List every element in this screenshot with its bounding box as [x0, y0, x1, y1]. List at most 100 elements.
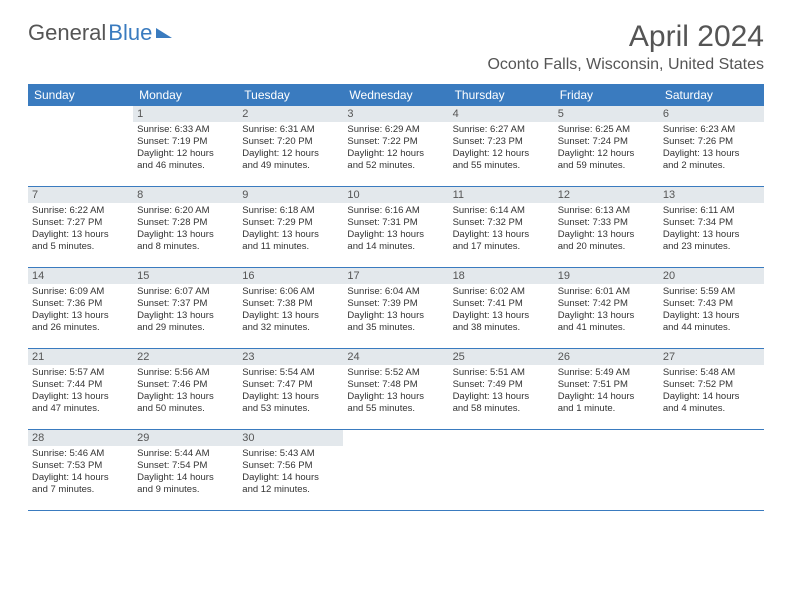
sunset-text: Sunset: 7:28 PM: [137, 217, 234, 229]
sunrise-text: Sunrise: 6:23 AM: [663, 124, 760, 136]
calendar: Sunday Monday Tuesday Wednesday Thursday…: [28, 84, 764, 511]
calendar-cell: [343, 430, 448, 510]
daylight2-text: and 2 minutes.: [663, 160, 760, 172]
daylight2-text: and 20 minutes.: [558, 241, 655, 253]
brand-part2: Blue: [108, 20, 152, 46]
calendar-cell: 6Sunrise: 6:23 AMSunset: 7:26 PMDaylight…: [659, 106, 764, 186]
calendar-cell: 9Sunrise: 6:18 AMSunset: 7:29 PMDaylight…: [238, 187, 343, 267]
day-number: 12: [554, 187, 659, 203]
daylight1-text: Daylight: 13 hours: [242, 391, 339, 403]
daylight1-text: Daylight: 12 hours: [558, 148, 655, 160]
daylight2-text: and 41 minutes.: [558, 322, 655, 334]
sunrise-text: Sunrise: 6:33 AM: [137, 124, 234, 136]
brand-logo: GeneralBlue: [28, 20, 172, 46]
sunset-text: Sunset: 7:39 PM: [347, 298, 444, 310]
calendar-cell: 3Sunrise: 6:29 AMSunset: 7:22 PMDaylight…: [343, 106, 448, 186]
calendar-cell: 11Sunrise: 6:14 AMSunset: 7:32 PMDayligh…: [449, 187, 554, 267]
header-thursday: Thursday: [449, 84, 554, 106]
sunset-text: Sunset: 7:34 PM: [663, 217, 760, 229]
day-number: 4: [449, 106, 554, 122]
daylight1-text: Daylight: 14 hours: [242, 472, 339, 484]
calendar-cell: 4Sunrise: 6:27 AMSunset: 7:23 PMDaylight…: [449, 106, 554, 186]
sunrise-text: Sunrise: 5:49 AM: [558, 367, 655, 379]
sunset-text: Sunset: 7:52 PM: [663, 379, 760, 391]
day-number: 17: [343, 268, 448, 284]
daylight1-text: Daylight: 14 hours: [663, 391, 760, 403]
topbar: GeneralBlue April 2024 Oconto Falls, Wis…: [28, 20, 764, 74]
day-number: 23: [238, 349, 343, 365]
calendar-week: 7Sunrise: 6:22 AMSunset: 7:27 PMDaylight…: [28, 187, 764, 268]
daylight2-text: and 29 minutes.: [137, 322, 234, 334]
daylight2-text: and 9 minutes.: [137, 484, 234, 496]
sunrise-text: Sunrise: 5:44 AM: [137, 448, 234, 460]
sunrise-text: Sunrise: 5:59 AM: [663, 286, 760, 298]
calendar-header-row: Sunday Monday Tuesday Wednesday Thursday…: [28, 84, 764, 106]
day-number: 29: [133, 430, 238, 446]
calendar-week: 14Sunrise: 6:09 AMSunset: 7:36 PMDayligh…: [28, 268, 764, 349]
calendar-cell: 18Sunrise: 6:02 AMSunset: 7:41 PMDayligh…: [449, 268, 554, 348]
daylight2-text: and 44 minutes.: [663, 322, 760, 334]
daylight2-text: and 58 minutes.: [453, 403, 550, 415]
sunrise-text: Sunrise: 6:09 AM: [32, 286, 129, 298]
day-number: 6: [659, 106, 764, 122]
day-number: 21: [28, 349, 133, 365]
daylight1-text: Daylight: 13 hours: [558, 229, 655, 241]
daylight2-text: and 59 minutes.: [558, 160, 655, 172]
day-number: 27: [659, 349, 764, 365]
daylight1-text: Daylight: 13 hours: [137, 391, 234, 403]
daylight1-text: Daylight: 12 hours: [137, 148, 234, 160]
calendar-cell: 29Sunrise: 5:44 AMSunset: 7:54 PMDayligh…: [133, 430, 238, 510]
daylight1-text: Daylight: 12 hours: [347, 148, 444, 160]
sunrise-text: Sunrise: 6:31 AM: [242, 124, 339, 136]
sunset-text: Sunset: 7:31 PM: [347, 217, 444, 229]
sunset-text: Sunset: 7:36 PM: [32, 298, 129, 310]
sunset-text: Sunset: 7:43 PM: [663, 298, 760, 310]
calendar-cell: [449, 430, 554, 510]
calendar-cell: 26Sunrise: 5:49 AMSunset: 7:51 PMDayligh…: [554, 349, 659, 429]
sunrise-text: Sunrise: 6:07 AM: [137, 286, 234, 298]
calendar-cell: 19Sunrise: 6:01 AMSunset: 7:42 PMDayligh…: [554, 268, 659, 348]
header-saturday: Saturday: [659, 84, 764, 106]
calendar-cell: 1 Sunrise: 6:33 AMSunset: 7:19 PMDaylight…: [133, 106, 238, 186]
calendar-cell: 27Sunrise: 5:48 AMSunset: 7:52 PMDayligh…: [659, 349, 764, 429]
daylight1-text: Daylight: 13 hours: [347, 229, 444, 241]
calendar-cell: 17Sunrise: 6:04 AMSunset: 7:39 PMDayligh…: [343, 268, 448, 348]
day-number: 11: [449, 187, 554, 203]
daylight2-text: and 38 minutes.: [453, 322, 550, 334]
daylight1-text: Daylight: 13 hours: [137, 310, 234, 322]
calendar-cell: 25Sunrise: 5:51 AMSunset: 7:49 PMDayligh…: [449, 349, 554, 429]
daylight2-text: and 55 minutes.: [347, 403, 444, 415]
title-block: April 2024 Oconto Falls, Wisconsin, Unit…: [487, 20, 764, 74]
calendar-cell: 14Sunrise: 6:09 AMSunset: 7:36 PMDayligh…: [28, 268, 133, 348]
daylight2-text: and 11 minutes.: [242, 241, 339, 253]
daylight1-text: Daylight: 13 hours: [242, 229, 339, 241]
day-number: 25: [449, 349, 554, 365]
sunset-text: Sunset: 7:27 PM: [32, 217, 129, 229]
daylight1-text: Daylight: 13 hours: [453, 229, 550, 241]
day-number: 30: [238, 430, 343, 446]
day-number: 1: [133, 106, 238, 122]
day-number: 8: [133, 187, 238, 203]
calendar-cell: 10Sunrise: 6:16 AMSunset: 7:31 PMDayligh…: [343, 187, 448, 267]
sunset-text: Sunset: 7:51 PM: [558, 379, 655, 391]
daylight2-text: and 4 minutes.: [663, 403, 760, 415]
sunrise-text: Sunrise: 5:46 AM: [32, 448, 129, 460]
sunrise-text: Sunrise: 6:13 AM: [558, 205, 655, 217]
page-title: April 2024: [487, 20, 764, 54]
brand-mark-icon: [156, 28, 172, 38]
calendar-cell: 16Sunrise: 6:06 AMSunset: 7:38 PMDayligh…: [238, 268, 343, 348]
sunrise-text: Sunrise: 5:57 AM: [32, 367, 129, 379]
calendar-cell: 21Sunrise: 5:57 AMSunset: 7:44 PMDayligh…: [28, 349, 133, 429]
day-number: 2: [238, 106, 343, 122]
sunset-text: Sunset: 7:26 PM: [663, 136, 760, 148]
daylight1-text: Daylight: 13 hours: [32, 229, 129, 241]
calendar-cell: [554, 430, 659, 510]
daylight2-text: and 12 minutes.: [242, 484, 339, 496]
daylight1-text: Daylight: 12 hours: [242, 148, 339, 160]
brand-part1: General: [28, 20, 106, 46]
sunset-text: Sunset: 7:19 PM: [137, 136, 234, 148]
day-number: 28: [28, 430, 133, 446]
daylight1-text: Daylight: 13 hours: [32, 310, 129, 322]
sunrise-text: Sunrise: 5:54 AM: [242, 367, 339, 379]
calendar-week: 1Sunrise: 6:33 AMSunset: 7:19 PMDaylight…: [28, 106, 764, 187]
